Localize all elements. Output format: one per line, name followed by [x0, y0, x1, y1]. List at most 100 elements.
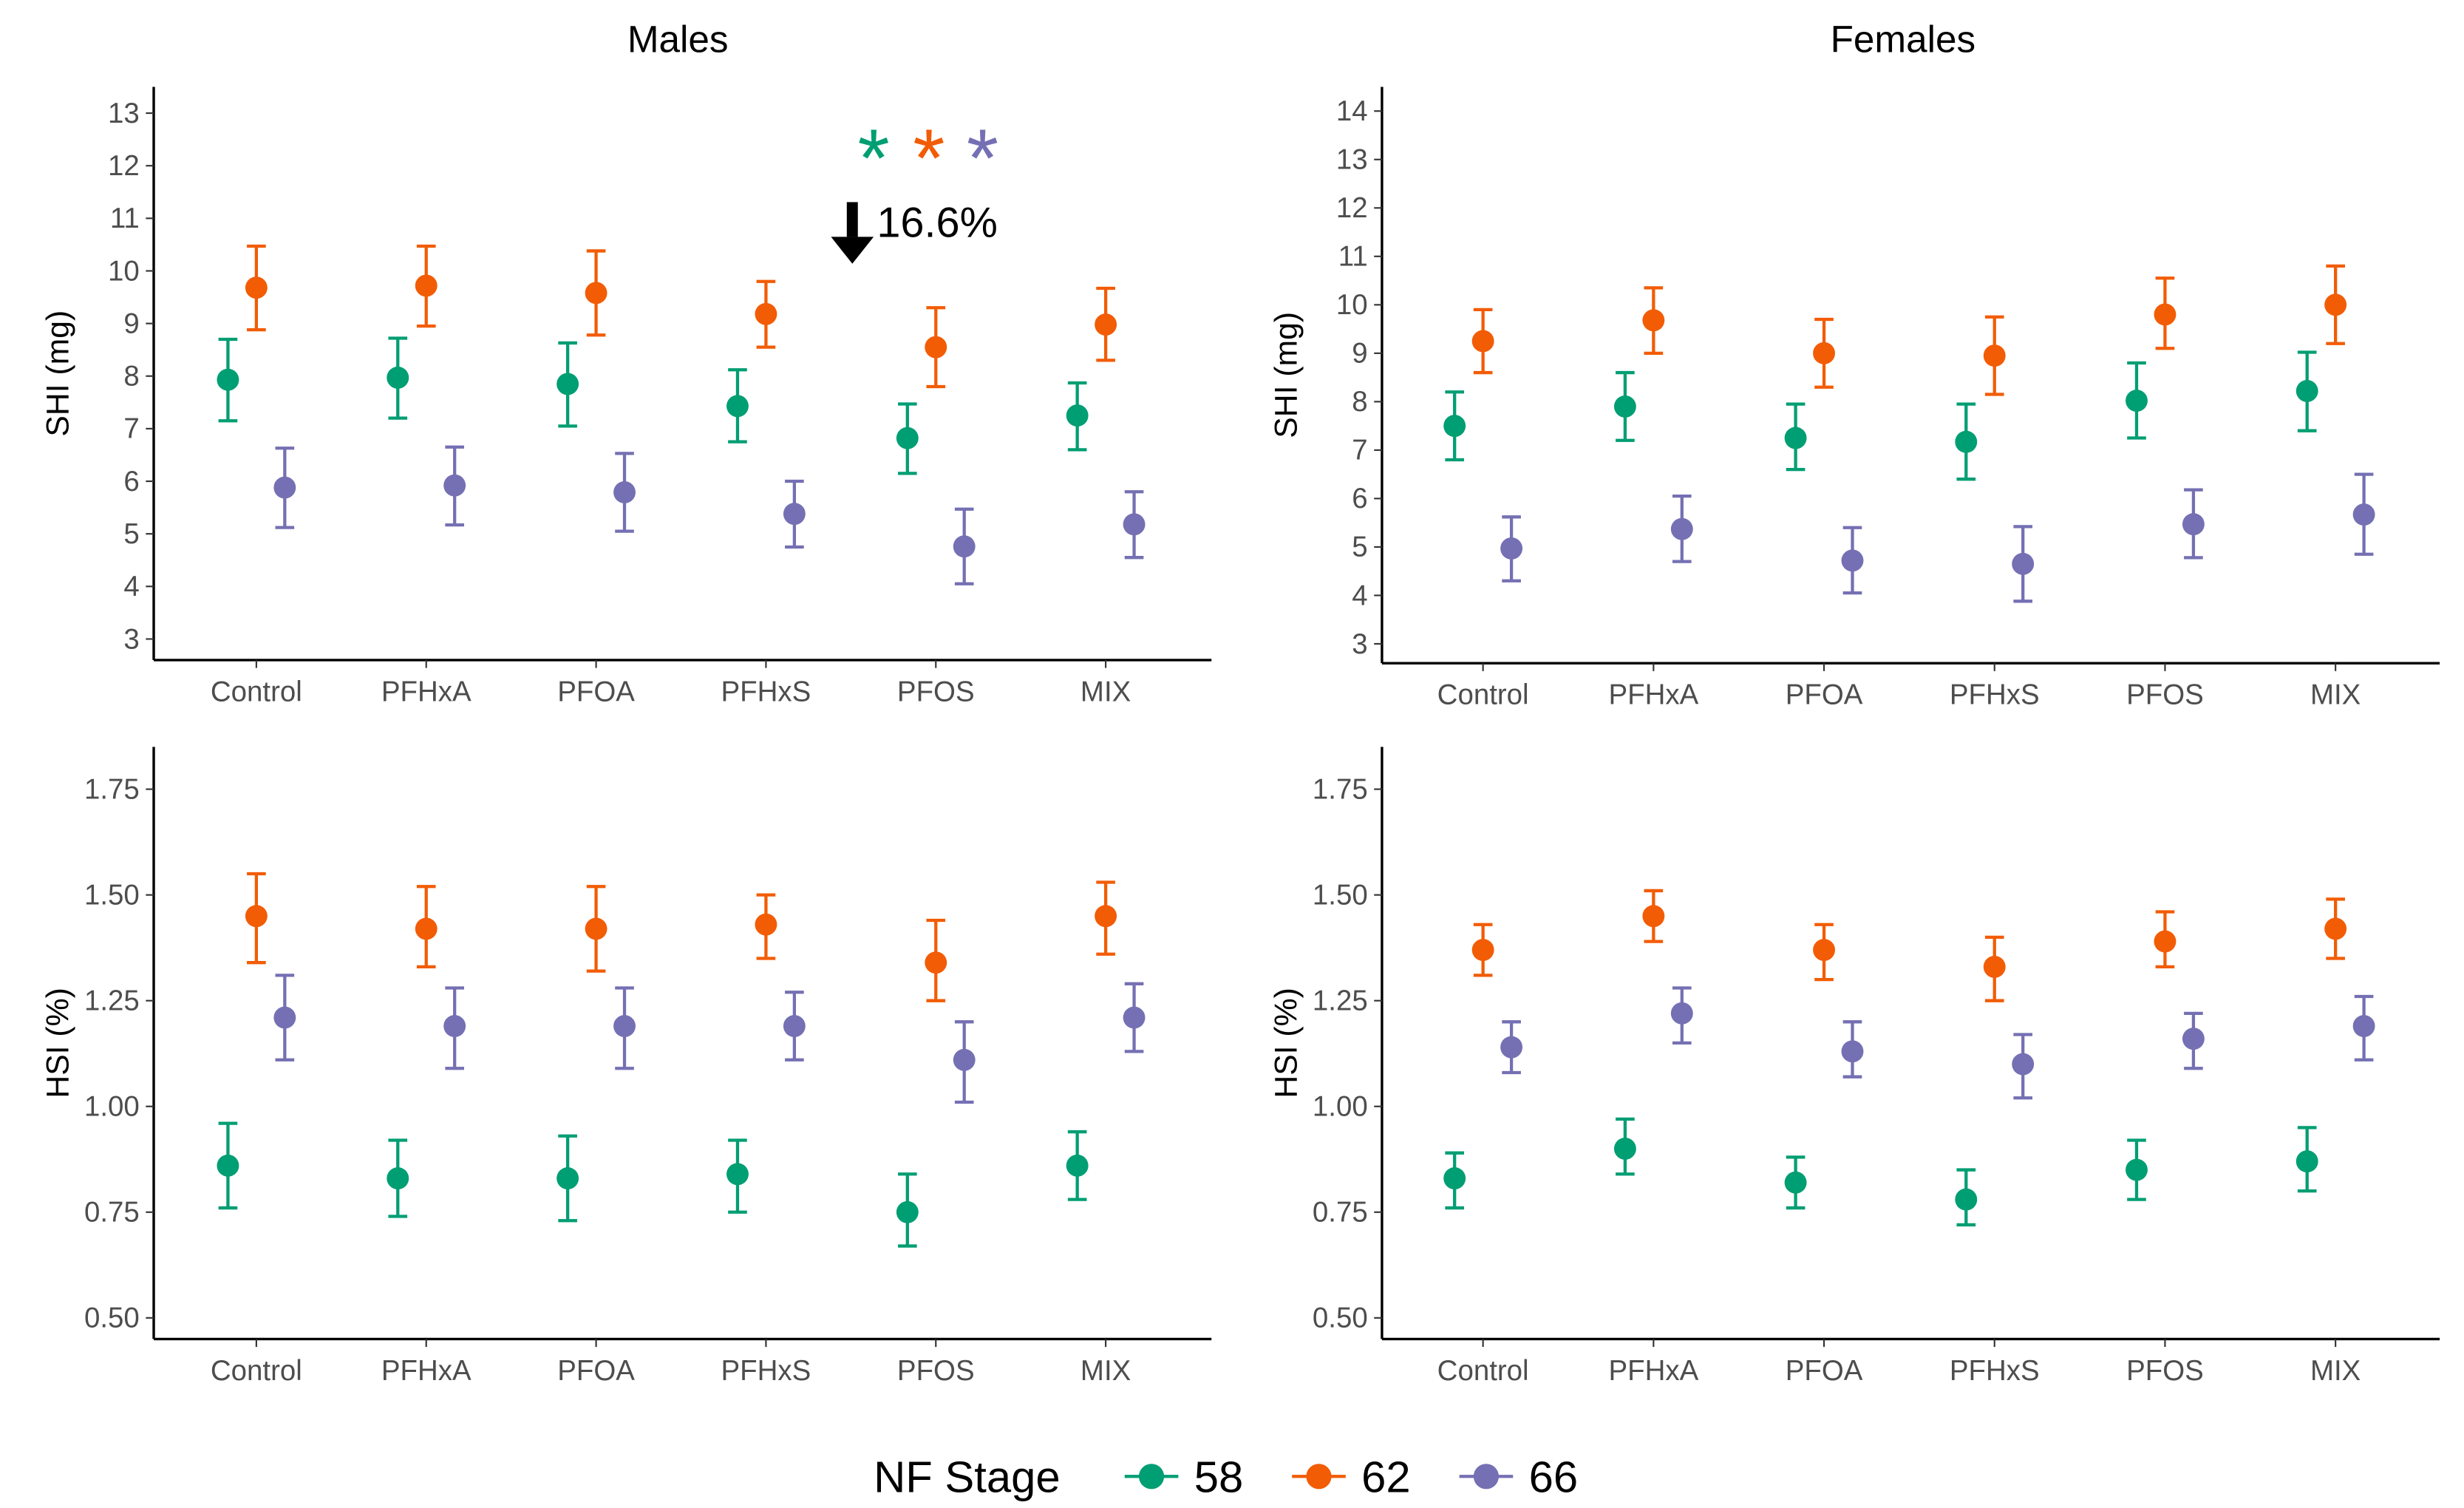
x-tick-label: PFHxA: [1608, 1355, 1698, 1387]
x-tick-label: PFOA: [557, 1355, 635, 1387]
y-axis-label: SHI (mg): [41, 310, 76, 437]
legend-label-58: 58: [1194, 1453, 1244, 1502]
mean-point-58: [2126, 1158, 2148, 1181]
mean-point-66: [2352, 1015, 2375, 1037]
mean-point-66: [2352, 503, 2375, 526]
y-tick-label: 13: [108, 98, 140, 129]
x-tick-label: Control: [1437, 679, 1529, 711]
mean-point-66: [783, 1015, 806, 1037]
mean-point-58: [1066, 404, 1089, 427]
annotation-star-58: *: [857, 112, 889, 204]
x-tick-label: MIX: [1080, 676, 1131, 707]
mean-point-62: [1813, 939, 1835, 961]
mean-point-62: [2154, 303, 2177, 326]
x-tick-label: PFOA: [557, 676, 635, 707]
x-tick-label: PFOA: [1786, 679, 1863, 711]
x-tick-label: Control: [211, 676, 302, 707]
panel-1: Females SHI (mg) 3 4 5 6 7 8 9 10 11 12 13 14 Control P…: [1269, 18, 2440, 711]
y-tick-label: 1.00: [1313, 1091, 1368, 1123]
mean-point-58: [1066, 1154, 1089, 1177]
mean-point-66: [1670, 1002, 1693, 1025]
mean-point-58: [387, 366, 409, 389]
panel-0: Males SHI (mg) 3 4 5 6 7 8 9 10 11 12 13 Control PFHxA…: [41, 18, 1212, 707]
x-tick-label: MIX: [2310, 1355, 2361, 1387]
mean-point-58: [557, 1167, 579, 1189]
y-tick-label: 0.50: [84, 1302, 140, 1334]
y-tick-label: 1.00: [84, 1091, 140, 1123]
y-tick-label: 12: [108, 150, 140, 182]
mean-point-66: [613, 1015, 636, 1037]
mean-point-58: [1613, 395, 1636, 418]
down-arrow-icon: [831, 202, 874, 264]
y-tick-label: 1.25: [1313, 985, 1368, 1017]
mean-point-66: [443, 1015, 466, 1037]
x-tick-label: PFHxA: [381, 676, 472, 707]
y-tick-label: 11: [1338, 241, 1368, 273]
mean-point-66: [2182, 1028, 2205, 1050]
y-tick-label: 13: [1336, 144, 1368, 176]
y-tick-label: 5: [123, 518, 139, 550]
y-tick-label: 1.75: [84, 773, 140, 805]
mean-point-66: [1500, 1036, 1523, 1059]
mean-point-58: [2295, 1150, 2318, 1173]
mean-point-62: [415, 917, 438, 940]
legend-marker-66: [1473, 1464, 1500, 1490]
x-tick-label: PFOS: [2126, 679, 2204, 711]
x-tick-label: Control: [211, 1355, 302, 1387]
y-tick-label: 1.25: [84, 985, 140, 1017]
mean-point-62: [2154, 930, 2177, 953]
mean-point-62: [925, 951, 947, 974]
panel-title: Males: [627, 18, 729, 60]
mean-point-66: [2182, 513, 2205, 536]
y-tick-label: 10: [1336, 289, 1368, 321]
mean-point-66: [1841, 549, 1864, 572]
y-tick-label: 5: [1352, 531, 1367, 563]
x-tick-label: Control: [1437, 1355, 1529, 1387]
panel-2: HSI (%) 0.50 0.75 1.00 1.25 1.50 1.75 Control PF…: [41, 747, 1212, 1387]
y-axis-label: SHI (mg): [1269, 312, 1304, 438]
mean-point-62: [585, 282, 608, 305]
y-tick-label: 12: [1336, 192, 1368, 224]
mean-point-62: [1471, 939, 1494, 961]
y-tick-label: 0.50: [1313, 1302, 1368, 1334]
mean-point-58: [1613, 1138, 1636, 1160]
mean-point-58: [2295, 379, 2318, 402]
mean-point-58: [726, 395, 749, 418]
y-tick-label: 11: [110, 203, 140, 234]
mean-point-62: [245, 276, 268, 299]
legend-marker-62: [1306, 1464, 1332, 1490]
mean-point-62: [1983, 344, 2006, 367]
mean-point-58: [2126, 390, 2148, 412]
y-tick-label: 10: [108, 255, 140, 287]
mean-point-58: [1784, 1171, 1807, 1194]
y-tick-label: 3: [1352, 628, 1367, 660]
y-tick-label: 8: [123, 361, 139, 393]
mean-point-62: [1095, 313, 1117, 336]
mean-point-66: [783, 503, 806, 526]
mean-point-66: [1841, 1040, 1864, 1063]
x-tick-label: MIX: [2310, 679, 2361, 711]
mean-point-66: [273, 476, 296, 499]
mean-point-62: [1813, 342, 1835, 364]
y-tick-label: 6: [1352, 483, 1367, 514]
mean-point-66: [1123, 513, 1146, 536]
mean-point-62: [755, 302, 777, 325]
mean-point-58: [387, 1167, 409, 1189]
y-tick-label: 0.75: [1313, 1197, 1368, 1229]
annotation-star-62: *: [913, 112, 945, 204]
mean-point-62: [1471, 330, 1494, 353]
mean-point-58: [1443, 1167, 1466, 1189]
y-tick-label: 7: [123, 413, 139, 445]
x-tick-label: PFOS: [897, 1355, 975, 1387]
y-tick-label: 3: [123, 623, 139, 655]
y-axis-label: HSI (%): [1269, 988, 1304, 1098]
mean-point-62: [415, 274, 438, 297]
x-tick-label: PFHxS: [1950, 679, 2040, 711]
mean-point-62: [245, 905, 268, 928]
mean-point-62: [1095, 905, 1117, 928]
mean-point-58: [726, 1163, 749, 1186]
mean-point-58: [557, 373, 579, 395]
y-tick-label: 4: [1352, 580, 1367, 611]
annotation-percent: 16.6%: [877, 199, 997, 246]
